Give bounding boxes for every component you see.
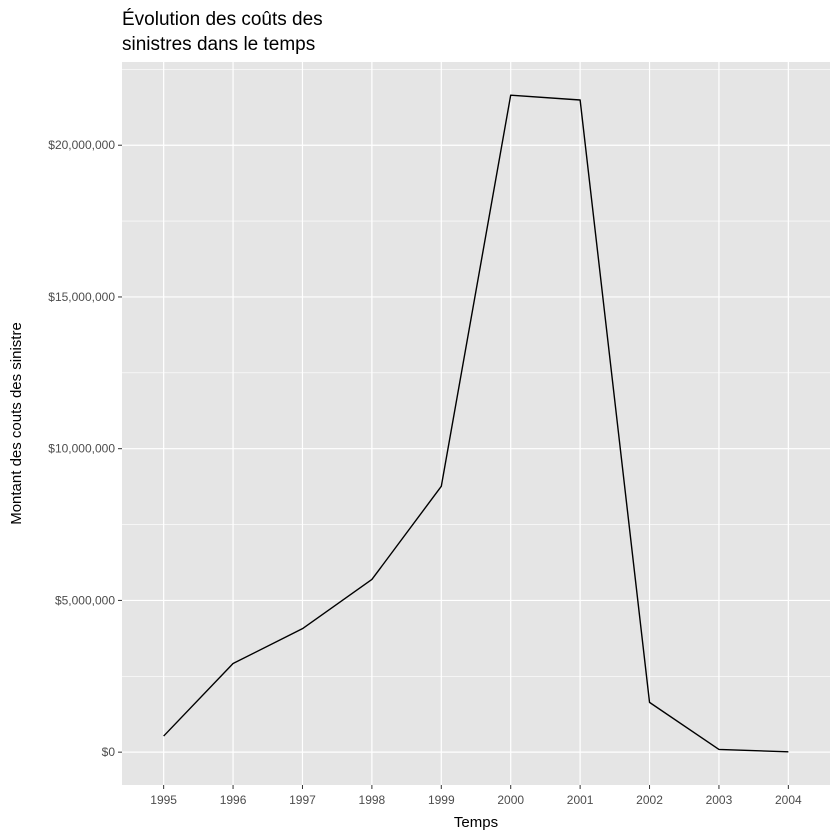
chart-title-line-1: Évolution des coûts des bbox=[122, 9, 323, 30]
major-gridlines bbox=[122, 62, 830, 785]
y-axis-ticks: $0 $5,000,000 $10,000,000 $15,000,000 $20,00… bbox=[48, 138, 122, 759]
x-tick-label: 1998 bbox=[359, 793, 386, 807]
x-tick-label: 2000 bbox=[497, 793, 524, 807]
series-line bbox=[163, 94, 789, 753]
x-axis-ticks: 1995 1996 1997 1998 1999 2000 2001 2002 2003 2004 bbox=[150, 785, 802, 807]
y-axis-title: Montant des couts des sinistre bbox=[8, 322, 25, 525]
x-tick-label: 2002 bbox=[636, 793, 663, 807]
x-tick-label: 2003 bbox=[706, 793, 733, 807]
x-tick-label: 1995 bbox=[150, 793, 177, 807]
minor-gridlines bbox=[122, 69, 830, 677]
x-tick-label: 1996 bbox=[220, 793, 247, 807]
x-tick-label: 2004 bbox=[775, 793, 802, 807]
y-tick-label: $15,000,000 bbox=[48, 290, 115, 304]
x-axis-title: Temps bbox=[454, 814, 498, 831]
x-tick-label: 2001 bbox=[567, 793, 594, 807]
plot-panel bbox=[122, 62, 830, 785]
y-tick-label: $10,000,000 bbox=[48, 442, 115, 456]
series-layer bbox=[163, 94, 789, 753]
y-tick-label: $0 bbox=[102, 745, 116, 759]
chart-title-line-2: sinistres dans le temps bbox=[122, 34, 315, 55]
y-tick-label: $20,000,000 bbox=[48, 138, 115, 152]
x-tick-label: 1999 bbox=[428, 793, 455, 807]
y-tick-label: $5,000,000 bbox=[55, 593, 115, 607]
x-tick-label: 1997 bbox=[289, 793, 316, 807]
